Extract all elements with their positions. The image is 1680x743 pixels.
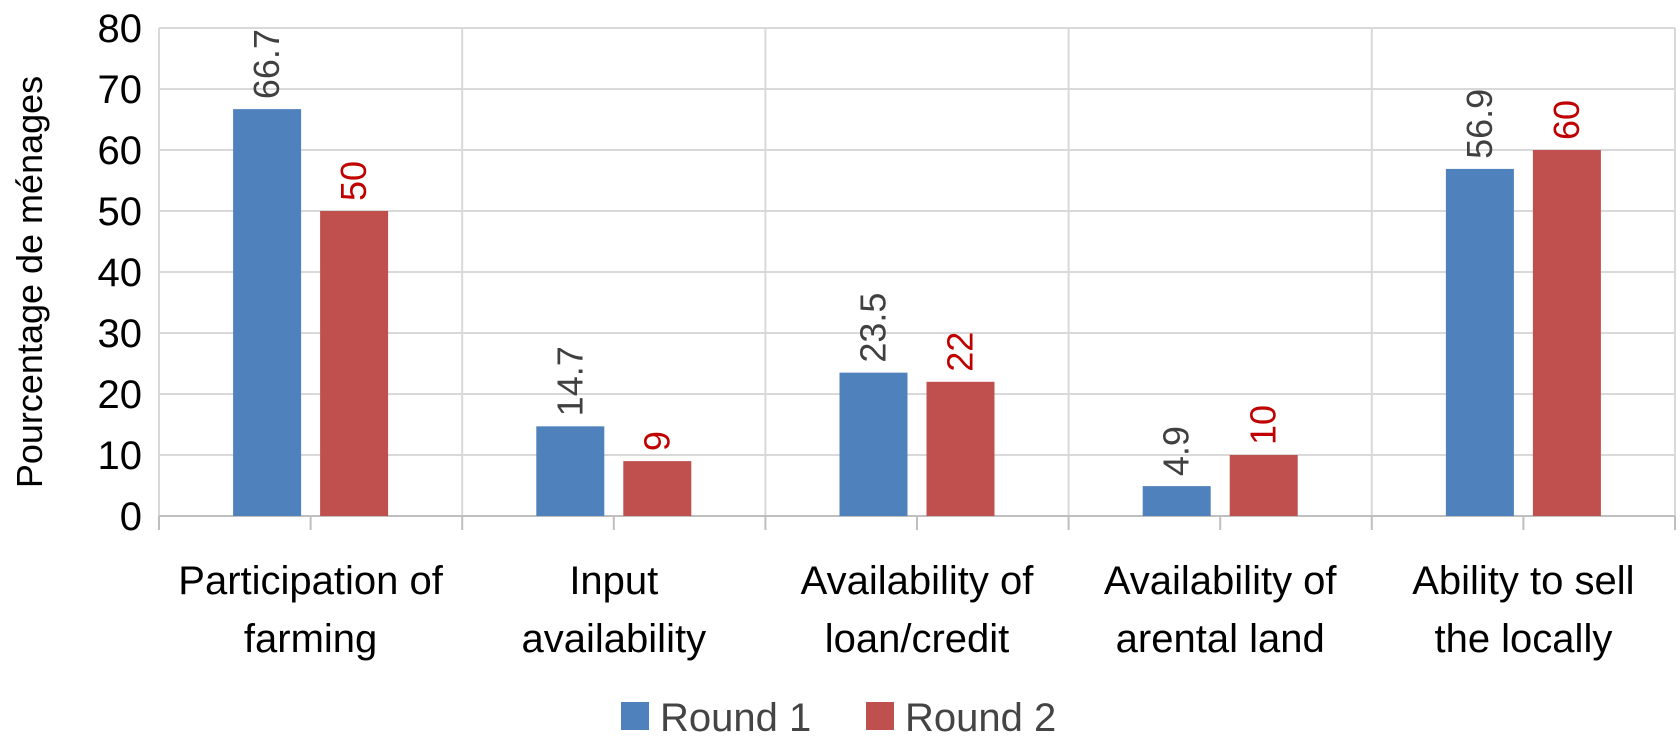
bars: [233, 109, 1601, 516]
data-labels: 66.7 14.7 23.5 4.9 56.9 50 9 22 10 60: [246, 29, 1587, 476]
bar-round-2: [320, 211, 389, 516]
bar-round-1: [1142, 486, 1211, 516]
data-label: 9: [636, 431, 677, 451]
x-category-label: Ability to sell: [1412, 559, 1634, 603]
y-tick-label: 40: [98, 251, 143, 295]
axes: 0 10 20 30 40 50 60 70 80 Participation of farming…: [98, 7, 1676, 661]
x-category-label: Input: [569, 559, 658, 603]
x-category-label: Availability of: [801, 559, 1035, 603]
legend-swatch: [866, 702, 894, 730]
y-axis-title: Pourcentage de ménages: [9, 76, 50, 488]
data-label: 56.9: [1459, 89, 1500, 159]
gridlines: [158, 27, 1676, 516]
data-label: 66.7: [246, 29, 287, 99]
data-label: 4.9: [1156, 426, 1197, 476]
bar-round-2: [1229, 455, 1298, 516]
bar-round-1: [839, 372, 908, 516]
x-category-label: arental land: [1116, 617, 1325, 661]
y-tick-label: 50: [98, 190, 143, 234]
bar-round-2: [1532, 150, 1601, 516]
x-category-label: the locally: [1434, 617, 1612, 661]
x-category-label: Availability of: [1104, 559, 1338, 603]
legend: Round 1 Round 2: [621, 696, 1056, 740]
y-tick-label: 80: [98, 7, 143, 51]
y-tick-label: 70: [98, 68, 143, 112]
data-label: 50: [333, 161, 374, 201]
legend-label: Round 2: [905, 696, 1056, 738]
x-category-label: farming: [244, 617, 377, 661]
x-category-label: loan/credit: [825, 617, 1010, 661]
bar-round-2: [623, 461, 692, 516]
legend-label: Round 1: [660, 696, 811, 738]
x-category-label: Participation of: [178, 559, 443, 603]
y-tick-label: 20: [98, 373, 143, 417]
legend-swatch: [621, 702, 649, 730]
data-label: 23.5: [853, 293, 894, 363]
y-tick-label: 30: [98, 312, 143, 356]
bar-round-1: [1445, 168, 1514, 516]
data-label: 14.7: [549, 346, 590, 416]
bar-round-2: [926, 381, 995, 516]
y-tick-label: 60: [98, 129, 143, 173]
data-label: 10: [1243, 405, 1284, 445]
y-tick-label: 0: [120, 495, 142, 539]
x-category-label: availability: [522, 617, 707, 661]
bar-round-1: [536, 426, 605, 516]
data-label: 60: [1546, 100, 1587, 140]
data-label: 22: [940, 332, 981, 372]
bar-round-1: [233, 109, 302, 516]
y-tick-label: 10: [98, 434, 143, 478]
